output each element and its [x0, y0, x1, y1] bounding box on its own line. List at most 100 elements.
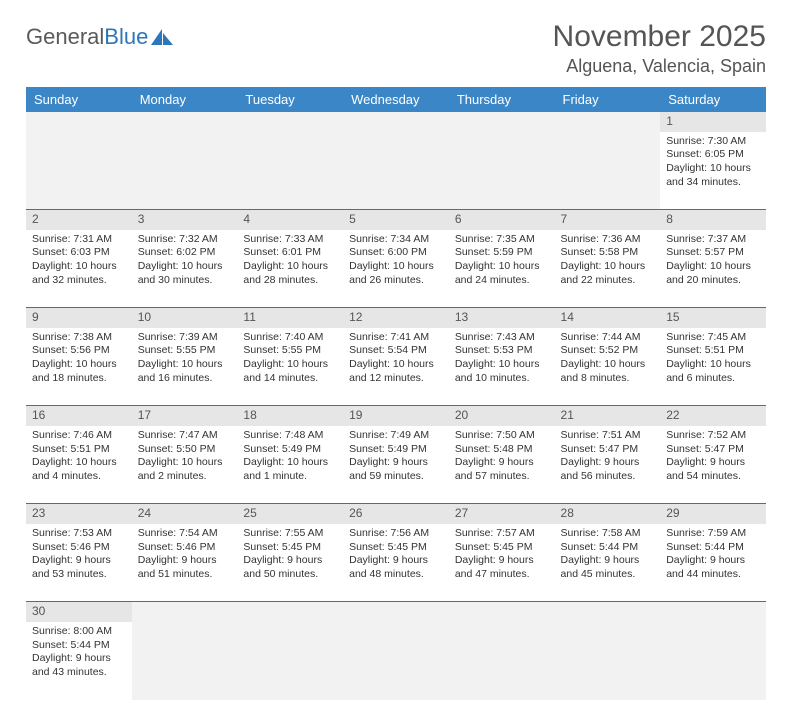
day-number-row: 16171819202122: [26, 406, 766, 426]
day-number: [237, 602, 343, 622]
sunset-text: Sunset: 6:00 PM: [349, 246, 443, 260]
calendar-cell: Sunrise: 7:52 AMSunset: 5:47 PMDaylight:…: [660, 426, 766, 504]
calendar-cell: Sunrise: 7:32 AMSunset: 6:02 PMDaylight:…: [132, 230, 238, 308]
calendar-cell: [237, 622, 343, 700]
daylight-text: Daylight: 10 hours and 14 minutes.: [243, 358, 337, 385]
sunset-text: Sunset: 6:01 PM: [243, 246, 337, 260]
day-number: 3: [132, 210, 238, 230]
daylight-text: Daylight: 10 hours and 12 minutes.: [349, 358, 443, 385]
day-number: 4: [237, 210, 343, 230]
daylight-text: Daylight: 9 hours and 56 minutes.: [561, 456, 655, 483]
sunrise-text: Sunrise: 7:48 AM: [243, 429, 337, 443]
day-number: [237, 112, 343, 132]
daylight-text: Daylight: 9 hours and 45 minutes.: [561, 554, 655, 581]
daylight-text: Daylight: 10 hours and 26 minutes.: [349, 260, 443, 287]
sunrise-text: Sunrise: 7:58 AM: [561, 527, 655, 541]
day-number: 25: [237, 504, 343, 524]
calendar-cell: Sunrise: 7:40 AMSunset: 5:55 PMDaylight:…: [237, 328, 343, 406]
sunrise-text: Sunrise: 7:35 AM: [455, 233, 549, 247]
sunrise-text: Sunrise: 7:52 AM: [666, 429, 760, 443]
title-block: November 2025 Alguena, Valencia, Spain: [553, 20, 766, 77]
calendar-week-row: Sunrise: 8:00 AMSunset: 5:44 PMDaylight:…: [26, 622, 766, 700]
calendar-cell: Sunrise: 7:56 AMSunset: 5:45 PMDaylight:…: [343, 524, 449, 602]
calendar-cell: Sunrise: 7:50 AMSunset: 5:48 PMDaylight:…: [449, 426, 555, 504]
day-number: 21: [555, 406, 661, 426]
header: GeneralBlue November 2025 Alguena, Valen…: [26, 20, 766, 77]
sunrise-text: Sunrise: 7:54 AM: [138, 527, 232, 541]
day-number: 12: [343, 308, 449, 328]
day-number: 11: [237, 308, 343, 328]
day-number: 2: [26, 210, 132, 230]
daylight-text: Daylight: 10 hours and 30 minutes.: [138, 260, 232, 287]
calendar-cell: [132, 132, 238, 210]
calendar-cell: [555, 622, 661, 700]
day-number: 24: [132, 504, 238, 524]
weekday-header: Saturday: [660, 87, 766, 112]
weekday-header: Monday: [132, 87, 238, 112]
calendar-cell: [660, 622, 766, 700]
calendar-cell: Sunrise: 7:41 AMSunset: 5:54 PMDaylight:…: [343, 328, 449, 406]
daylight-text: Daylight: 10 hours and 10 minutes.: [455, 358, 549, 385]
day-number: 26: [343, 504, 449, 524]
sunrise-text: Sunrise: 7:30 AM: [666, 135, 760, 149]
sunrise-text: Sunrise: 7:47 AM: [138, 429, 232, 443]
sunrise-text: Sunrise: 7:36 AM: [561, 233, 655, 247]
day-number: 22: [660, 406, 766, 426]
sunset-text: Sunset: 5:58 PM: [561, 246, 655, 260]
sunrise-text: Sunrise: 7:43 AM: [455, 331, 549, 345]
sunset-text: Sunset: 5:47 PM: [666, 443, 760, 457]
sunrise-text: Sunrise: 7:56 AM: [349, 527, 443, 541]
sunset-text: Sunset: 5:51 PM: [666, 344, 760, 358]
sunrise-text: Sunrise: 7:34 AM: [349, 233, 443, 247]
calendar-week-row: Sunrise: 7:53 AMSunset: 5:46 PMDaylight:…: [26, 524, 766, 602]
daylight-text: Daylight: 10 hours and 24 minutes.: [455, 260, 549, 287]
sunrise-text: Sunrise: 7:59 AM: [666, 527, 760, 541]
sunset-text: Sunset: 5:57 PM: [666, 246, 760, 260]
calendar-cell: Sunrise: 7:57 AMSunset: 5:45 PMDaylight:…: [449, 524, 555, 602]
calendar-cell: Sunrise: 7:59 AMSunset: 5:44 PMDaylight:…: [660, 524, 766, 602]
daylight-text: Daylight: 10 hours and 32 minutes.: [32, 260, 126, 287]
calendar-cell: Sunrise: 7:35 AMSunset: 5:59 PMDaylight:…: [449, 230, 555, 308]
calendar-cell: [555, 132, 661, 210]
calendar-week-row: Sunrise: 7:46 AMSunset: 5:51 PMDaylight:…: [26, 426, 766, 504]
sunset-text: Sunset: 5:47 PM: [561, 443, 655, 457]
day-number: 5: [343, 210, 449, 230]
daylight-text: Daylight: 10 hours and 22 minutes.: [561, 260, 655, 287]
logo-sail-icon: [151, 29, 173, 47]
sunset-text: Sunset: 5:55 PM: [138, 344, 232, 358]
calendar-cell: Sunrise: 7:53 AMSunset: 5:46 PMDaylight:…: [26, 524, 132, 602]
calendar-cell: Sunrise: 7:39 AMSunset: 5:55 PMDaylight:…: [132, 328, 238, 406]
daylight-text: Daylight: 10 hours and 4 minutes.: [32, 456, 126, 483]
calendar-table: SundayMondayTuesdayWednesdayThursdayFrid…: [26, 87, 766, 700]
calendar-cell: [343, 622, 449, 700]
daylight-text: Daylight: 10 hours and 8 minutes.: [561, 358, 655, 385]
daylight-text: Daylight: 9 hours and 57 minutes.: [455, 456, 549, 483]
daylight-text: Daylight: 9 hours and 53 minutes.: [32, 554, 126, 581]
calendar-cell: Sunrise: 7:37 AMSunset: 5:57 PMDaylight:…: [660, 230, 766, 308]
day-number: 30: [26, 602, 132, 622]
sunset-text: Sunset: 5:49 PM: [243, 443, 337, 457]
calendar-cell: Sunrise: 7:31 AMSunset: 6:03 PMDaylight:…: [26, 230, 132, 308]
day-number: 18: [237, 406, 343, 426]
calendar-cell: Sunrise: 7:45 AMSunset: 5:51 PMDaylight:…: [660, 328, 766, 406]
sunset-text: Sunset: 5:59 PM: [455, 246, 549, 260]
sunrise-text: Sunrise: 7:55 AM: [243, 527, 337, 541]
day-number: 6: [449, 210, 555, 230]
daylight-text: Daylight: 9 hours and 51 minutes.: [138, 554, 232, 581]
daylight-text: Daylight: 9 hours and 47 minutes.: [455, 554, 549, 581]
sunset-text: Sunset: 5:45 PM: [243, 541, 337, 555]
sunset-text: Sunset: 5:54 PM: [349, 344, 443, 358]
sunrise-text: Sunrise: 7:53 AM: [32, 527, 126, 541]
calendar-cell: Sunrise: 7:36 AMSunset: 5:58 PMDaylight:…: [555, 230, 661, 308]
day-number: [343, 112, 449, 132]
daylight-text: Daylight: 10 hours and 20 minutes.: [666, 260, 760, 287]
sunrise-text: Sunrise: 7:32 AM: [138, 233, 232, 247]
sunset-text: Sunset: 6:02 PM: [138, 246, 232, 260]
sunset-text: Sunset: 5:52 PM: [561, 344, 655, 358]
day-number: 13: [449, 308, 555, 328]
calendar-cell: Sunrise: 7:30 AMSunset: 6:05 PMDaylight:…: [660, 132, 766, 210]
day-number: [449, 602, 555, 622]
daylight-text: Daylight: 9 hours and 43 minutes.: [32, 652, 126, 679]
day-number-row: 23242526272829: [26, 504, 766, 524]
sunrise-text: Sunrise: 7:49 AM: [349, 429, 443, 443]
